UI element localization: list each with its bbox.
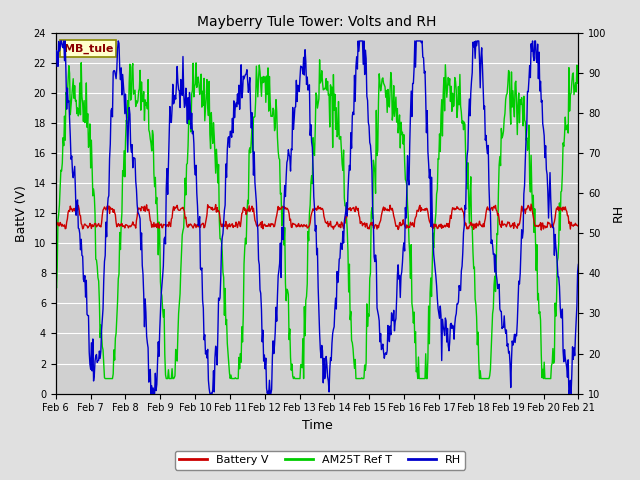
Legend: Battery V, AM25T Ref T, RH: Battery V, AM25T Ref T, RH [175,451,465,469]
Y-axis label: BattV (V): BattV (V) [15,185,28,242]
Text: MB_tule: MB_tule [63,44,113,54]
Y-axis label: RH: RH [612,204,625,222]
Title: Mayberry Tule Tower: Volts and RH: Mayberry Tule Tower: Volts and RH [197,15,436,29]
X-axis label: Time: Time [301,419,332,432]
